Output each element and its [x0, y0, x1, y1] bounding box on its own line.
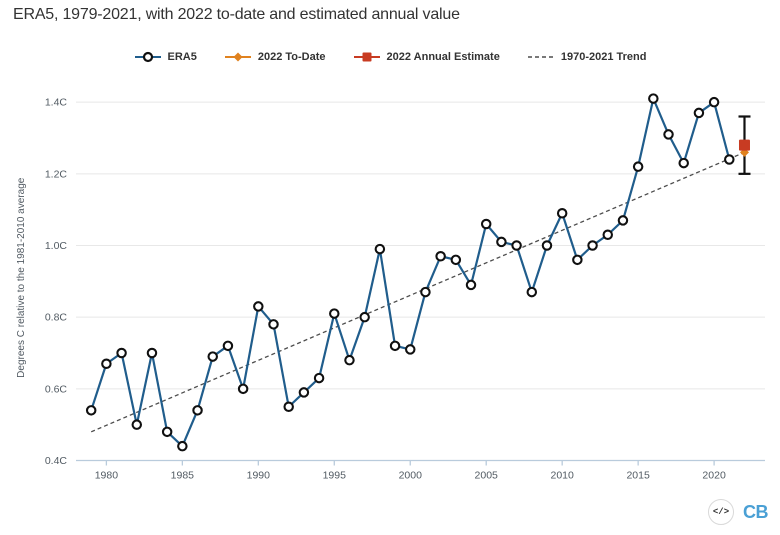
svg-text:1.2C: 1.2C	[45, 168, 68, 180]
footer: </> CB	[708, 499, 769, 525]
svg-text:2015: 2015	[626, 470, 650, 482]
svg-text:2005: 2005	[475, 470, 499, 482]
legend-item-era5[interactable]: ERA5	[134, 51, 197, 63]
diamond-icon	[224, 52, 251, 62]
embed-code-icon[interactable]: </>	[708, 499, 734, 525]
carbon-brief-logo[interactable]: CB	[743, 501, 769, 522]
legend: ERA5 2022 To-Date 2022 Annual Estimate 1…	[0, 51, 780, 63]
code-glyph: </>	[712, 507, 730, 517]
dashed-line-icon	[527, 56, 554, 58]
legend-label-2022-annual-estimate: 2022 Annual Estimate	[386, 51, 500, 63]
svg-text:2000: 2000	[399, 470, 423, 482]
svg-text:1995: 1995	[323, 470, 347, 482]
svg-text:1.0C: 1.0C	[45, 240, 68, 252]
svg-text:0.6C: 0.6C	[45, 383, 68, 395]
chart-title: ERA5, 1979-2021, with 2022 to-date and e…	[13, 6, 460, 23]
legend-item-2022-to-date[interactable]: 2022 To-Date	[224, 51, 326, 63]
svg-text:2020: 2020	[702, 470, 726, 482]
svg-text:1.4C: 1.4C	[45, 97, 68, 109]
svg-text:2010: 2010	[550, 470, 574, 482]
svg-text:1985: 1985	[171, 470, 195, 482]
legend-item-2022-annual-estimate[interactable]: 2022 Annual Estimate	[353, 51, 500, 63]
legend-label-trend: 1970-2021 Trend	[560, 51, 647, 63]
svg-text:Degrees C relative to the 1981: Degrees C relative to the 1981-2010 aver…	[16, 177, 27, 378]
svg-text:0.4C: 0.4C	[45, 455, 68, 467]
legend-label-era5: ERA5	[167, 51, 197, 63]
era5-open-circle-icon	[134, 51, 161, 63]
svg-text:1990: 1990	[247, 470, 271, 482]
svg-text:1980: 1980	[95, 470, 119, 482]
square-icon	[353, 52, 380, 62]
legend-label-2022-to-date: 2022 To-Date	[257, 51, 326, 63]
legend-item-trend[interactable]: 1970-2021 Trend	[527, 51, 647, 63]
svg-text:0.8C: 0.8C	[45, 312, 68, 324]
